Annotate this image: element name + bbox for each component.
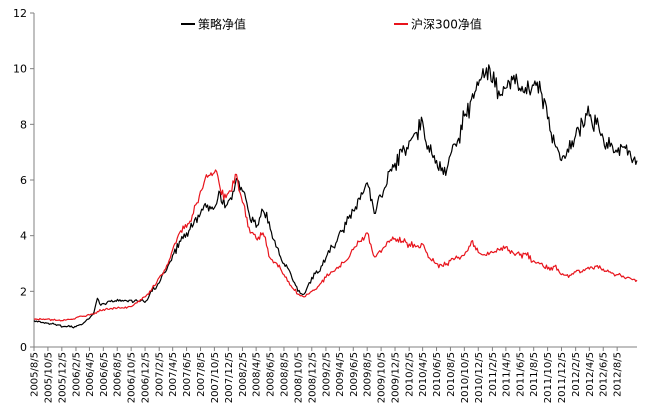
x-tick-label: 2008/4/5 bbox=[252, 352, 263, 397]
series-layer bbox=[33, 64, 638, 329]
x-tick-label: 2005/8/5 bbox=[30, 352, 41, 397]
x-tick-label: 2009/12/5 bbox=[391, 352, 402, 403]
x-tick-label: 2007/4/5 bbox=[168, 352, 179, 397]
x-tick-label: 2011/4/5 bbox=[501, 352, 512, 397]
x-tick-label: 2008/6/5 bbox=[266, 352, 277, 397]
x-tick-label: 2006/4/5 bbox=[85, 352, 96, 397]
y-tick-label: 0 bbox=[20, 341, 27, 354]
x-tick-label: 2006/6/5 bbox=[99, 352, 110, 397]
x-tick-label: 2010/8/5 bbox=[446, 352, 457, 397]
series-line-0 bbox=[33, 64, 638, 329]
x-tick-label: 2006/8/5 bbox=[113, 352, 124, 397]
x-tick-label: 2005/12/5 bbox=[57, 352, 68, 403]
x-tick-label: 2012/8/5 bbox=[613, 352, 624, 397]
y-tick-label: 4 bbox=[20, 230, 27, 243]
x-tick-label: 2007/2/5 bbox=[155, 352, 166, 397]
x-tick-label: 2011/6/5 bbox=[515, 352, 526, 397]
x-tick-label: 2010/12/5 bbox=[474, 352, 485, 403]
x-tick-label: 2007/12/5 bbox=[224, 352, 235, 403]
x-tick-label: 2009/4/5 bbox=[335, 352, 346, 397]
y-tick-label: 6 bbox=[20, 174, 27, 187]
x-tick-label: 2010/2/5 bbox=[405, 352, 416, 397]
x-tick-label: 2009/10/5 bbox=[377, 352, 388, 403]
x-tick-label: 2008/10/5 bbox=[293, 352, 304, 403]
x-tick-label: 2010/6/5 bbox=[432, 352, 443, 397]
series-line-1 bbox=[33, 169, 638, 322]
x-tick-label: 2011/10/5 bbox=[543, 352, 554, 403]
x-tick-label: 2011/12/5 bbox=[557, 352, 568, 403]
x-tick-label: 2006/2/5 bbox=[71, 352, 82, 397]
x-tick-label: 2006/10/5 bbox=[127, 352, 138, 403]
y-tick-label: 10 bbox=[13, 63, 27, 76]
x-tick-label: 2011/2/5 bbox=[488, 352, 499, 397]
x-tick-label: 2008/12/5 bbox=[307, 352, 318, 403]
legend-label-0: 策略净值 bbox=[198, 17, 246, 32]
x-tick-label: 2009/2/5 bbox=[321, 352, 332, 397]
y-tick-label: 2 bbox=[20, 285, 27, 298]
y-tick-label: 8 bbox=[20, 118, 27, 131]
x-tick-label: 2012/4/5 bbox=[585, 352, 596, 397]
x-tick-label: 2012/6/5 bbox=[599, 352, 610, 397]
x-tick-label: 2005/10/5 bbox=[43, 352, 54, 403]
x-tick-label: 2009/6/5 bbox=[349, 352, 360, 397]
x-tick-label: 2010/10/5 bbox=[460, 352, 471, 403]
legend: 策略净值 沪深300净值 bbox=[181, 17, 482, 32]
x-tick-label: 2012/2/5 bbox=[571, 352, 582, 397]
x-tick-label: 2006/12/5 bbox=[141, 352, 152, 403]
legend-label-1: 沪深300净值 bbox=[411, 17, 482, 32]
y-tick-label: 12 bbox=[13, 7, 27, 20]
x-tick-label: 2009/8/5 bbox=[363, 352, 374, 397]
x-tick-label: 2008/2/5 bbox=[238, 352, 249, 397]
x-tick-label: 2010/4/5 bbox=[418, 352, 429, 397]
x-tick-label: 2008/8/5 bbox=[279, 352, 290, 397]
x-tick-label: 2007/10/5 bbox=[210, 352, 221, 403]
x-tick-label: 2011/8/5 bbox=[529, 352, 540, 397]
x-tick-label: 2007/8/5 bbox=[196, 352, 207, 397]
x-tick-label: 2007/6/5 bbox=[182, 352, 193, 397]
